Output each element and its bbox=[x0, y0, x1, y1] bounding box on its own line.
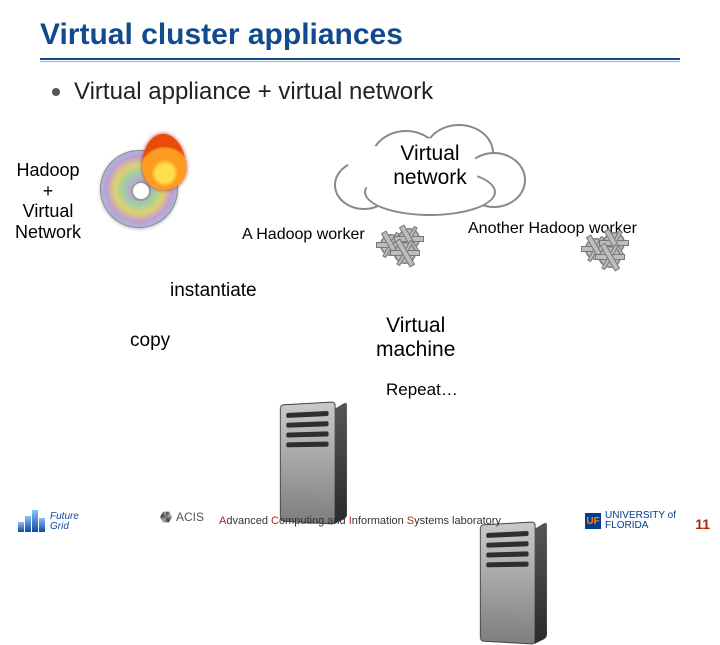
bullet-dot-icon bbox=[52, 88, 60, 96]
gears-left-icon bbox=[380, 228, 428, 262]
instantiate-label: instantiate bbox=[170, 280, 257, 302]
cd-stack-label: Hadoop + Virtual Network bbox=[10, 160, 86, 243]
gears-right-icon bbox=[585, 232, 633, 266]
worker-left-label: A Hadoop worker bbox=[242, 226, 365, 244]
flame-icon bbox=[140, 133, 188, 192]
futuregrid-logo-icon: Future Grid bbox=[18, 510, 79, 532]
diagram-stage: Hadoop + Virtual Network Virtual network… bbox=[0, 120, 720, 480]
vm-label: Virtual machine bbox=[376, 314, 455, 362]
slide-title: Virtual cluster appliances bbox=[0, 0, 720, 56]
title-rule bbox=[40, 58, 680, 60]
bullet-text: Virtual appliance + virtual network bbox=[74, 78, 433, 106]
server-left-icon bbox=[280, 401, 336, 524]
cloud-label: Virtual network bbox=[370, 142, 490, 190]
page-number: 11 bbox=[695, 516, 710, 532]
repeat-label: Repeat… bbox=[386, 380, 458, 400]
footer: Future Grid ACIS Advanced Computing and … bbox=[0, 510, 720, 532]
bullet-row: Virtual appliance + virtual network bbox=[0, 62, 720, 106]
copy-label: copy bbox=[130, 330, 170, 352]
acis-logo-text: ACIS bbox=[176, 510, 204, 524]
uf-logo-icon: UF UNIVERSITY of FLORIDA bbox=[585, 511, 676, 531]
acis-logo-icon: ACIS bbox=[160, 510, 204, 524]
footer-lab-text: Advanced Computing and Information Syste… bbox=[219, 515, 501, 527]
